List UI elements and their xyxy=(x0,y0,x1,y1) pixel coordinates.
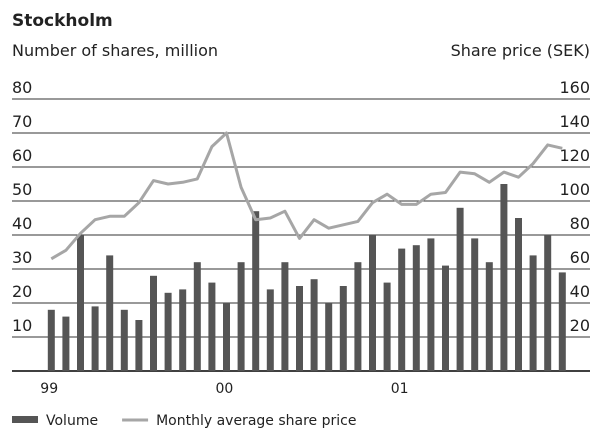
bar xyxy=(412,245,420,371)
bar xyxy=(544,235,552,371)
y-tick-label: 50 xyxy=(12,180,32,199)
bar xyxy=(339,286,347,371)
y-tick-label: 40 xyxy=(12,214,32,233)
bar xyxy=(471,238,479,371)
legend-label: Volume xyxy=(46,413,98,429)
bar xyxy=(383,282,391,371)
y-tick-label: 70 xyxy=(12,112,32,131)
bar xyxy=(223,303,230,371)
y2-tick-label: 80 xyxy=(570,214,590,233)
legend-swatch xyxy=(12,416,38,423)
bar xyxy=(398,248,406,371)
bar xyxy=(529,255,537,371)
x-tick-label: 01 xyxy=(391,381,409,397)
x-tick-label: 00 xyxy=(216,381,234,397)
chart-title: Stockholm xyxy=(12,11,113,31)
bar xyxy=(442,265,449,371)
y2-tick-label: 20 xyxy=(570,316,590,335)
bar xyxy=(325,303,333,371)
bar xyxy=(427,238,435,371)
bar xyxy=(252,211,260,371)
y2-tick-label: 40 xyxy=(570,282,590,301)
bar xyxy=(310,279,318,371)
bar xyxy=(296,286,303,371)
bar xyxy=(120,309,128,371)
bar xyxy=(106,255,114,371)
bar xyxy=(558,272,566,371)
y2-tick-label: 60 xyxy=(570,248,590,267)
price-line xyxy=(50,131,563,261)
bar xyxy=(164,292,172,371)
bar xyxy=(456,207,464,371)
y2-axis-label: Share price (SEK) xyxy=(451,41,590,60)
bar xyxy=(515,218,522,371)
y-tick-label: 60 xyxy=(12,146,32,165)
y-tick-label: 80 xyxy=(12,78,32,97)
bar xyxy=(150,275,157,371)
bar xyxy=(237,262,245,371)
y2-tick-label: 140 xyxy=(559,112,590,131)
x-tick-label: 99 xyxy=(40,381,58,397)
bar xyxy=(281,262,289,371)
legend-label: Monthly average share price xyxy=(156,413,356,429)
bar xyxy=(47,309,55,371)
bar xyxy=(266,289,274,371)
y2-tick-label: 120 xyxy=(559,146,590,165)
y-tick-label: 20 xyxy=(12,282,32,301)
bar xyxy=(179,289,187,371)
y-tick-label: 10 xyxy=(12,316,32,335)
bar xyxy=(62,316,70,371)
bar xyxy=(354,262,362,371)
y2-tick-label: 100 xyxy=(559,180,590,199)
y-tick-label: 30 xyxy=(12,248,32,267)
bar xyxy=(500,184,508,371)
bar xyxy=(77,235,84,371)
y2-tick-label: 160 xyxy=(559,78,590,97)
bar xyxy=(135,320,143,371)
bar xyxy=(193,262,201,371)
y-axis-label: Number of shares, million xyxy=(12,41,218,60)
bar xyxy=(91,306,99,371)
bar xyxy=(369,235,376,371)
bar xyxy=(485,262,493,371)
bar xyxy=(208,282,216,371)
